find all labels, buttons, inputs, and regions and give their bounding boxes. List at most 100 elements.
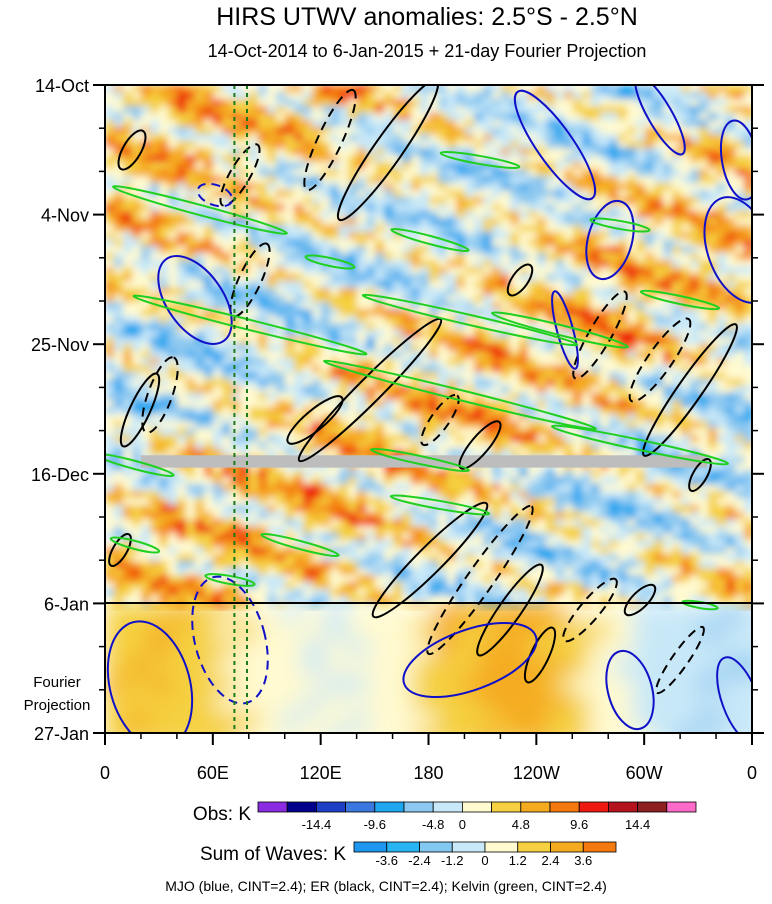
- obs-field-cell: [672, 554, 682, 562]
- obs-field-cell: [456, 379, 466, 387]
- obs-field-cell: [105, 190, 115, 198]
- obs-field-cell: [150, 239, 160, 247]
- obs-field-cell: [141, 421, 151, 429]
- obs-field-cell: [636, 141, 646, 149]
- obs-field-cell: [510, 267, 520, 275]
- obs-field-cell: [204, 526, 214, 534]
- obs-field-cell: [249, 274, 259, 282]
- obs-field-cell: [186, 449, 196, 457]
- obs-field-cell: [105, 330, 115, 338]
- obs-field-cell: [582, 134, 592, 142]
- obs-field-cell: [285, 547, 295, 555]
- obs-field-cell: [600, 120, 610, 128]
- obs-field-cell: [420, 519, 430, 527]
- obs-field-cell: [519, 211, 529, 219]
- obs-field-cell: [384, 540, 394, 548]
- obs-field-cell: [186, 512, 196, 520]
- obs-field-cell: [186, 435, 196, 443]
- obs-field-cell: [690, 505, 700, 513]
- obs-field-cell: [168, 120, 178, 128]
- obs-field-cell: [321, 540, 331, 548]
- obs-field-cell: [537, 393, 547, 401]
- obs-field-cell: [114, 337, 124, 345]
- obs-field-cell: [141, 190, 151, 198]
- obs-field-cell: [411, 218, 421, 226]
- obs-field-cell: [726, 540, 736, 548]
- obs-field-cell: [186, 470, 196, 478]
- obs-field-cell: [267, 316, 277, 324]
- obs-field-cell: [168, 533, 178, 541]
- obs-field-cell: [114, 400, 124, 408]
- obs-field-cell: [366, 533, 376, 541]
- obs-field-cell: [285, 99, 295, 107]
- obs-field-cell: [447, 218, 457, 226]
- obs-field-cell: [492, 344, 502, 352]
- obs-field-cell: [213, 498, 223, 506]
- obs-field-cell: [132, 400, 142, 408]
- obs-field-cell: [582, 169, 592, 177]
- obs-field-cell: [402, 211, 412, 219]
- obs-field-cell: [114, 169, 124, 177]
- obs-field-cell: [645, 393, 655, 401]
- obs-field-cell: [303, 246, 313, 254]
- obs-field-cell: [276, 316, 286, 324]
- obs-field-cell: [177, 498, 187, 506]
- obs-field-cell: [600, 414, 610, 422]
- obs-field-cell: [141, 183, 151, 191]
- obs-field-cell: [276, 428, 286, 436]
- obs-field-cell: [258, 379, 268, 387]
- obs-field-cell: [375, 169, 385, 177]
- obs-field-cell: [267, 386, 277, 394]
- obs-field-cell: [141, 400, 151, 408]
- obs-field-cell: [249, 554, 259, 562]
- obs-field-cell: [132, 92, 142, 100]
- obs-field-cell: [168, 547, 178, 555]
- obs-field-cell: [627, 162, 637, 170]
- obs-field-cell: [186, 323, 196, 331]
- obs-field-cell: [501, 253, 511, 261]
- obs-field-cell: [681, 197, 691, 205]
- obs-field-cell: [618, 134, 628, 142]
- obs-field-cell: [519, 204, 529, 212]
- obs-field-cell: [150, 281, 160, 289]
- obs-field-cell: [411, 92, 421, 100]
- obs-field-cell: [510, 540, 520, 548]
- obs-field-cell: [726, 169, 736, 177]
- obs-field-cell: [294, 379, 304, 387]
- obs-field-cell: [186, 169, 196, 177]
- obs-field-cell: [591, 113, 601, 121]
- obs-field-cell: [213, 120, 223, 128]
- obs-field-cell: [546, 407, 556, 415]
- obs-field-cell: [303, 561, 313, 569]
- obs-field-cell: [339, 155, 349, 163]
- obs-field-cell: [429, 442, 439, 450]
- obs-field-cell: [735, 393, 745, 401]
- obs-field-cell: [393, 330, 403, 338]
- obs-field-cell: [636, 393, 646, 401]
- obs-field-cell: [195, 204, 205, 212]
- obs-field-cell: [168, 288, 178, 296]
- obs-field-cell: [114, 232, 124, 240]
- obs-field-cell: [627, 260, 637, 268]
- obs-field-cell: [447, 372, 457, 380]
- obs-field-cell: [330, 239, 340, 247]
- obs-field-cell: [564, 225, 574, 233]
- obs-field-cell: [240, 330, 250, 338]
- obs-field-cell: [213, 288, 223, 296]
- obs-field-cell: [294, 141, 304, 149]
- obs-field-cell: [600, 323, 610, 331]
- obs-field-cell: [582, 99, 592, 107]
- obs-field-cell: [258, 134, 268, 142]
- obs-field-cell: [213, 232, 223, 240]
- obs-field-cell: [429, 246, 439, 254]
- obs-field-cell: [447, 365, 457, 373]
- obs-field-cell: [609, 309, 619, 317]
- obs-field-cell: [204, 547, 214, 555]
- obs-field-cell: [105, 134, 115, 142]
- obs-field-cell: [483, 526, 493, 534]
- obs-field-cell: [258, 211, 268, 219]
- obs-field-cell: [249, 309, 259, 317]
- obs-field-cell: [366, 477, 376, 485]
- obs-field-cell: [339, 330, 349, 338]
- obs-field-cell: [249, 337, 259, 345]
